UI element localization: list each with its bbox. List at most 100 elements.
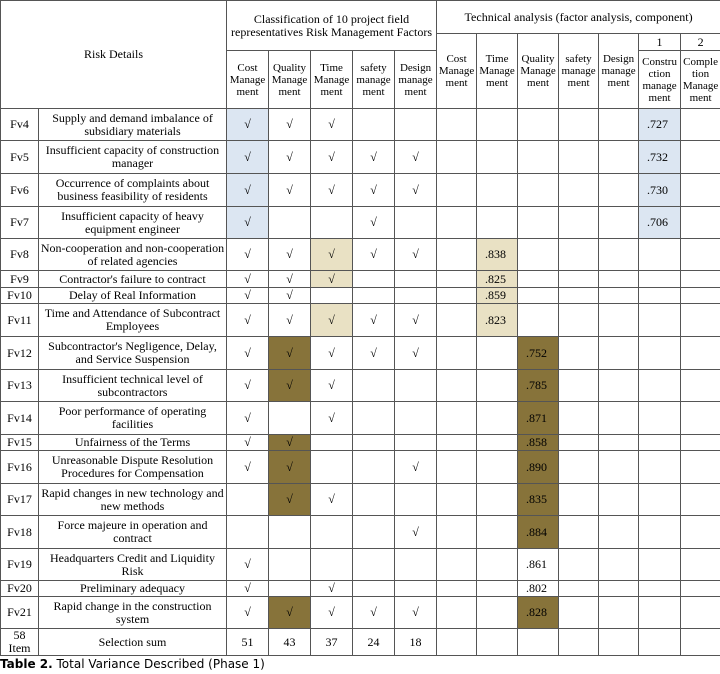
check-cell bbox=[268, 206, 311, 239]
factor-cell bbox=[436, 270, 478, 288]
check-cell bbox=[310, 548, 353, 581]
factor-cell: .730 bbox=[638, 173, 682, 207]
factor-cell bbox=[638, 515, 682, 549]
row-id: Fv4 bbox=[0, 108, 39, 141]
check-cell: √ bbox=[268, 369, 311, 402]
check-cell: √ bbox=[226, 287, 269, 304]
check-cell: √ bbox=[226, 140, 269, 174]
factor-cell: .706 bbox=[638, 206, 682, 239]
check-cell: √ bbox=[226, 596, 269, 629]
factor-cell: .828 bbox=[517, 596, 560, 629]
row-id: Fv11 bbox=[0, 303, 39, 337]
factor-cell: .835 bbox=[517, 483, 560, 516]
check-cell: √ bbox=[268, 108, 311, 141]
factor-cell bbox=[558, 401, 600, 435]
header-cell: Classification of 10 project field repre… bbox=[225, 0, 438, 51]
factor-cell bbox=[558, 434, 600, 451]
table-row: Fv8 Non-cooperation and non-cooperation o… bbox=[0, 238, 720, 271]
factor-cell: .858 bbox=[517, 434, 560, 451]
factor-cell bbox=[476, 548, 519, 581]
factor-cell bbox=[517, 140, 560, 174]
factor-cell bbox=[598, 173, 640, 207]
check-cell: √ bbox=[268, 287, 311, 304]
factor-cell bbox=[638, 369, 682, 402]
factor-cell: .823 bbox=[476, 303, 519, 337]
factor-cell bbox=[598, 238, 640, 271]
check-cell: √ bbox=[268, 270, 311, 288]
factor-cell bbox=[476, 483, 519, 516]
row-id: Fv15 bbox=[0, 434, 39, 451]
check-cell: √ bbox=[310, 336, 353, 370]
table-row: Fv11 Time and Attendance of Subcontract E… bbox=[0, 303, 720, 337]
factor-cell bbox=[680, 287, 720, 304]
table-row: Fv10 Delay of Real Information √ √ .859 bbox=[0, 287, 720, 304]
check-cell bbox=[268, 515, 311, 549]
factor-cell bbox=[638, 596, 682, 629]
factor-cell bbox=[436, 369, 478, 402]
header-cell: Quality Manage ment bbox=[517, 33, 560, 109]
empty-cell bbox=[436, 628, 478, 656]
check-cell: √ bbox=[310, 369, 353, 402]
check-cell: √ bbox=[352, 140, 395, 174]
table-row: Fv4 Supply and demand imbalance of subsid… bbox=[0, 108, 720, 141]
factor-cell bbox=[598, 401, 640, 435]
factor-cell bbox=[680, 434, 720, 451]
table-row: Fv13 Insufficient technical level of subc… bbox=[0, 369, 720, 402]
factor-cell bbox=[476, 401, 519, 435]
factor-cell bbox=[436, 303, 478, 337]
check-cell bbox=[393, 434, 438, 451]
factor-cell bbox=[638, 580, 682, 597]
factor-cell bbox=[638, 483, 682, 516]
header-cell: Risk Details bbox=[0, 0, 227, 109]
check-cell bbox=[393, 369, 438, 402]
sum-label: Selection sum bbox=[38, 628, 227, 656]
empty-cell bbox=[680, 628, 720, 656]
check-cell bbox=[393, 580, 438, 597]
check-cell bbox=[268, 548, 311, 581]
factor-cell bbox=[598, 287, 640, 304]
check-cell: √ bbox=[352, 596, 395, 629]
factor-cell bbox=[680, 580, 720, 597]
risk-detail: Headquarters Credit and Liquidity Risk bbox=[38, 548, 227, 581]
factor-cell: .890 bbox=[517, 450, 560, 484]
check-cell bbox=[393, 401, 438, 435]
header-cell: Time Manage ment bbox=[310, 50, 353, 109]
row-id: Fv16 bbox=[0, 450, 39, 484]
factor-cell bbox=[558, 270, 600, 288]
row-id: Fv18 bbox=[0, 515, 39, 549]
sum-value: 18 bbox=[393, 628, 438, 656]
factor-cell bbox=[680, 483, 720, 516]
factor-cell: .859 bbox=[476, 287, 519, 304]
check-cell bbox=[352, 515, 395, 549]
check-cell: √ bbox=[310, 238, 353, 271]
check-cell: √ bbox=[226, 303, 269, 337]
check-cell bbox=[352, 369, 395, 402]
factor-cell bbox=[598, 369, 640, 402]
factor-cell bbox=[517, 108, 560, 141]
check-cell bbox=[352, 401, 395, 435]
check-cell: √ bbox=[226, 336, 269, 370]
check-cell bbox=[226, 515, 269, 549]
header-cell: Quality Manage ment bbox=[268, 50, 311, 109]
check-cell: √ bbox=[393, 336, 438, 370]
caption-text: Total Variance Described (Phase 1) bbox=[56, 657, 265, 671]
check-cell bbox=[310, 515, 353, 549]
row-id: Fv5 bbox=[0, 140, 39, 174]
check-cell: √ bbox=[393, 596, 438, 629]
factor-cell bbox=[680, 108, 720, 141]
factor-cell bbox=[598, 450, 640, 484]
row-id: Fv7 bbox=[0, 206, 39, 239]
header-cell: safety manage ment bbox=[352, 50, 395, 109]
factor-cell bbox=[476, 515, 519, 549]
factor-cell bbox=[598, 596, 640, 629]
check-cell bbox=[352, 580, 395, 597]
factor-cell bbox=[680, 336, 720, 370]
check-cell: √ bbox=[393, 173, 438, 207]
check-cell: √ bbox=[310, 303, 353, 337]
factor-cell bbox=[680, 238, 720, 271]
check-cell bbox=[352, 548, 395, 581]
factor-cell bbox=[638, 336, 682, 370]
check-cell bbox=[310, 206, 353, 239]
check-cell: √ bbox=[310, 401, 353, 435]
check-cell bbox=[310, 450, 353, 484]
